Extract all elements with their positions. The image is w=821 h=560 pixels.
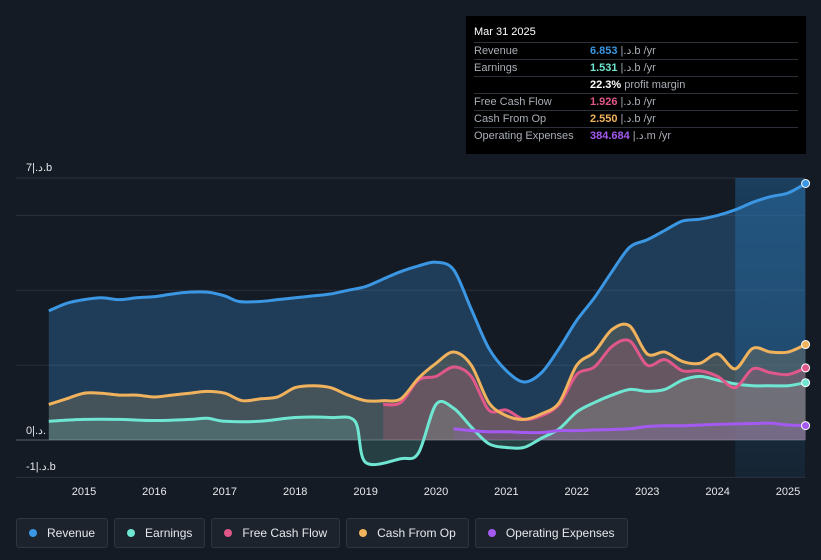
revenue-endpoint <box>801 179 811 189</box>
tooltip-row-label: Operating Expenses <box>474 130 574 142</box>
tooltip-row-value: 22.3% <box>590 79 622 91</box>
legend-item-operating-expenses[interactable]: Operating Expenses <box>474 518 628 548</box>
tooltip-row-unit: |.د.b /yr <box>620 113 656 125</box>
legend-dot-icon <box>224 529 233 537</box>
earnings-line <box>48 374 806 467</box>
x-tick-label: 2023 <box>635 486 659 498</box>
legend-dot-icon <box>127 529 136 537</box>
free-cash-flow-area <box>383 339 806 440</box>
tooltip-row: Revenue 6.853 |.د.b /yr <box>474 43 798 60</box>
x-tick-label: 2018 <box>283 486 307 498</box>
legend-label: Operating Expenses <box>505 526 615 540</box>
tooltip-row: Free Cash Flow 1.926 |.د.b /yr <box>474 94 798 111</box>
x-tick-label: 2022 <box>565 486 589 498</box>
legend-dot-icon <box>359 529 368 537</box>
tooltip-row: Operating Expenses 384.684 |.د.m /yr <box>474 128 798 144</box>
x-tick-label: 2015 <box>72 486 96 498</box>
tooltip-row-unit: |.د.b /yr <box>620 62 656 74</box>
tooltip-row-value: 384.684 <box>590 130 630 142</box>
tooltip-row-label: Free Cash Flow <box>474 96 552 108</box>
legend-label: Earnings <box>145 526 193 540</box>
data-tooltip: Mar 31 2025 Revenue 6.853 |.د.b /yr Earning… <box>466 16 806 154</box>
gridlines <box>16 177 805 478</box>
tooltip-row-label <box>474 77 590 93</box>
tooltip-row: Earnings 1.531 |.د.b /yr <box>474 60 798 77</box>
tooltip-row-value: 6.853 <box>590 45 618 57</box>
earnings-endpoint <box>801 378 811 388</box>
x-tick-label: 2020 <box>424 486 448 498</box>
y-axis-top-label: 7|.د.b <box>26 162 52 174</box>
chart-legend: Revenue Earnings Free Cash Flow Cash From O… <box>16 518 628 548</box>
tooltip-row-label: Revenue <box>474 45 519 57</box>
cash-from-op-area <box>48 324 806 440</box>
legend-dot-icon <box>29 529 37 537</box>
x-tick-label: 2025 <box>776 486 800 498</box>
tooltip-row-value: 2.550 <box>590 113 618 125</box>
tooltip-row-value: 1.926 <box>590 96 618 108</box>
x-tick-label: 2019 <box>353 486 377 498</box>
operating-expenses-area <box>453 423 806 440</box>
revenue-line <box>48 182 807 384</box>
tooltip-row-label: Earnings <box>474 62 518 74</box>
forecast-region <box>735 178 805 478</box>
tooltip-row-unit: |.د.b /yr <box>620 96 656 108</box>
tooltip-row-value: 1.531 <box>590 62 618 74</box>
x-tick-label: 2016 <box>142 486 166 498</box>
y-axis-bottom-label: -1|.د.b <box>26 461 56 473</box>
legend-item-revenue[interactable]: Revenue <box>16 518 109 548</box>
operating-expenses-endpoint <box>801 421 811 431</box>
tooltip-row: Cash From Op 2.550 |.د.b /yr <box>474 111 798 128</box>
legend-label: Cash From Op <box>377 526 456 540</box>
legend-label: Revenue <box>47 526 96 540</box>
legend-item-earnings[interactable]: Earnings <box>114 518 206 548</box>
y-axis-zero-label: 0|.د. <box>26 425 46 437</box>
legend-label: Free Cash Flow <box>242 526 328 540</box>
tooltip-row-unit: |.د.m /yr <box>632 130 672 142</box>
cash-from-op-endpoint <box>801 340 811 350</box>
x-tick-label: 2017 <box>213 486 237 498</box>
cash-from-op-line <box>48 322 807 421</box>
x-tick-label: 2021 <box>494 486 518 498</box>
tooltip-row-unit: profit margin <box>624 79 686 91</box>
tooltip-row-unit: |.د.b /yr <box>620 45 656 57</box>
earnings-area <box>48 376 806 465</box>
tooltip-date: Mar 31 2025 <box>474 24 798 43</box>
free-cash-flow-line <box>383 338 807 422</box>
x-tick-label: 2024 <box>705 486 729 498</box>
legend-item-cash-from-op[interactable]: Cash From Op <box>346 518 469 548</box>
legend-item-free-cash-flow[interactable]: Free Cash Flow <box>211 518 341 548</box>
tooltip-row: 22.3% profit margin <box>474 77 798 94</box>
legend-dot-icon <box>487 529 496 537</box>
revenue-area <box>48 183 806 440</box>
free-cash-flow-endpoint <box>801 363 811 373</box>
tooltip-row-label: Cash From Op <box>474 113 547 125</box>
operating-expenses-line <box>453 421 806 435</box>
